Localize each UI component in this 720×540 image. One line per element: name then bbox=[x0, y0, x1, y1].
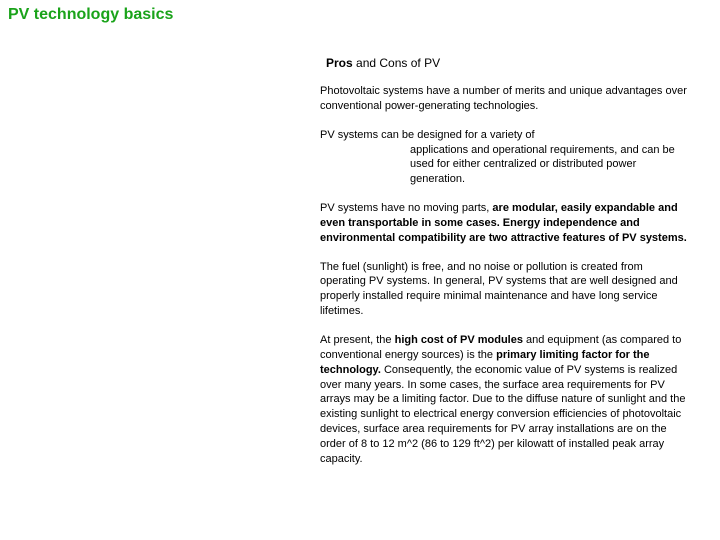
para-design: PV systems can be designed for a variety… bbox=[320, 128, 690, 187]
para-design-lead: PV systems can be designed for a variety… bbox=[320, 128, 690, 143]
heading-bold: Pros bbox=[326, 56, 353, 70]
page-title: PV technology basics bbox=[8, 6, 173, 24]
para-design-body: applications and operational requirement… bbox=[320, 143, 690, 188]
para-fuel: The fuel (sunlight) is free, and no nois… bbox=[320, 260, 690, 319]
para-modular: PV systems have no moving parts, are mod… bbox=[320, 201, 690, 246]
para-cost-post: Consequently, the economic value of PV s… bbox=[320, 364, 685, 465]
content-column: Pros and Cons of PV Photovoltaic systems… bbox=[320, 56, 690, 481]
section-heading: Pros and Cons of PV bbox=[326, 56, 690, 70]
heading-rest: and Cons of PV bbox=[353, 56, 440, 70]
para-cost-bold1: high cost of PV modules bbox=[395, 334, 523, 346]
para-modular-pre: PV systems have no moving parts, bbox=[320, 202, 492, 214]
para-cost: At present, the high cost of PV modules … bbox=[320, 333, 690, 467]
para-intro: Photovoltaic systems have a number of me… bbox=[320, 84, 690, 114]
para-cost-pre: At present, the bbox=[320, 334, 395, 346]
